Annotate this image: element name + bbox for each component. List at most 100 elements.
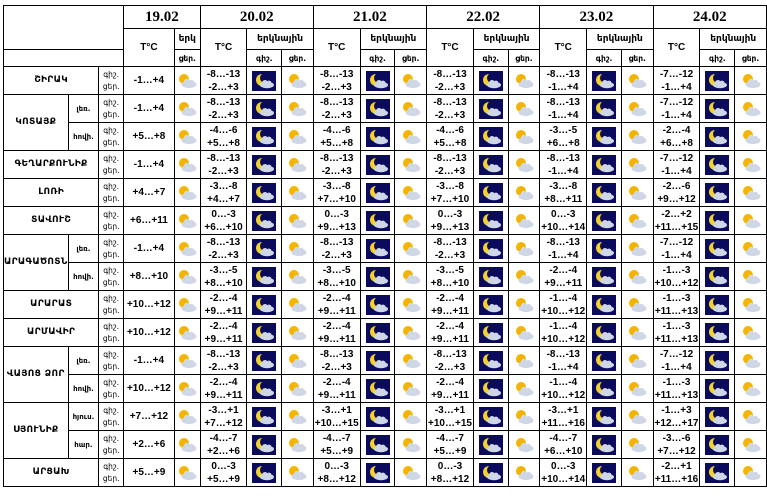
weather-night-cell: [586, 94, 622, 123]
tod-night: գիշ.: [103, 69, 120, 79]
sun-cloud-day-icon: [629, 129, 647, 144]
temp-range-cell: 0…-3 +5…+9: [199, 458, 248, 487]
date-header: 21.02: [312, 5, 428, 29]
temp-night: -8…-13: [206, 236, 241, 248]
temp-day: +12…+17: [654, 417, 699, 429]
temp-range-cell: -7…-12 -1…+4: [652, 234, 701, 263]
temp-range-cell: -3…-8 +7…+10: [312, 178, 361, 207]
temp-day: +9…+11: [204, 333, 243, 345]
moon-cloud-night-icon: [592, 434, 617, 455]
moon-cloud-night-icon: [705, 266, 730, 287]
temp-range-cell: -8…-13 -2…+3: [426, 66, 474, 95]
weather-night-cell: [699, 122, 736, 151]
temp-night: -3…-8: [549, 180, 578, 192]
temp-night: -3…-5: [436, 264, 464, 276]
moon-cloud-night-icon: [365, 126, 390, 147]
weather-day-cell: [620, 262, 654, 291]
sun-cloud-day-icon: [515, 185, 534, 200]
weather-night-cell: [586, 234, 622, 263]
tod-header: գիշ.: [246, 49, 283, 67]
temp-19: +5…+8: [123, 122, 175, 151]
weather-day-cell: [394, 402, 428, 431]
temp-range-cell: -4…-7 +6…+10: [539, 430, 588, 459]
table-row: ՍՅՈՒՆԻՔ հյուս. գիշ. ցեր. +7…+12 -3…+1 +7…+12 -3…: [3, 402, 767, 459]
sun-cloud-day-icon: [179, 269, 197, 284]
weather-night-cell: [246, 262, 283, 291]
tod-header: գիշ.: [359, 49, 396, 67]
temp-day: -2…+3: [208, 165, 239, 177]
temp-range-cell: -8…-13 -2…+3: [426, 94, 474, 123]
temp-day: +8…+12: [430, 473, 470, 485]
temp-range-cell: -1…-3 +11…+13: [652, 374, 701, 403]
temp-19: +7…+12: [123, 402, 175, 431]
sun-cloud-day-icon: [402, 101, 421, 116]
tod-cell: գիշ. ցեր.: [98, 94, 125, 123]
temp-night: -2…-4: [436, 320, 464, 332]
sun-cloud-day-icon: [515, 101, 534, 116]
temp-19: +10…+12: [123, 318, 175, 347]
sun-cloud-day-icon: [179, 381, 197, 396]
moon-cloud-night-icon: [592, 98, 617, 119]
moon-cloud-night-icon: [478, 98, 503, 119]
temp-night: -8…-13: [546, 348, 580, 360]
weather-day-cell: [394, 150, 428, 179]
moon-cloud-night-icon: [252, 462, 277, 483]
weather-night-cell: [699, 346, 736, 375]
temp-day: +6…+10: [204, 221, 243, 233]
temp-day: +2…+6: [207, 445, 240, 457]
temp-day: +8…+10: [204, 277, 243, 289]
sun-cloud-day-icon: [629, 157, 647, 172]
weather-night-cell: [246, 430, 283, 459]
temp-range-cell: -2…-4 +9…+11: [539, 262, 588, 291]
moon-cloud-night-icon: [365, 350, 390, 371]
temp-night: -7…-12: [659, 68, 694, 80]
sun-cloud-day-icon: [629, 325, 647, 340]
temp-night: -8…-13: [433, 236, 467, 248]
weather-day-cell: [173, 206, 201, 235]
moon-cloud-night-icon: [592, 238, 617, 259]
moon-cloud-night-icon: [592, 182, 617, 203]
temp-night: 0…-3: [551, 208, 576, 220]
tod-day: ցեր.: [102, 81, 120, 91]
weather-night-cell: [359, 290, 396, 319]
weather-night-cell: [586, 402, 622, 431]
temp-range-cell: -8…-13 -1…+4: [539, 150, 588, 179]
temp-night: -2…-4: [436, 292, 464, 304]
temp-day: +8…+10: [430, 277, 470, 289]
temp-night: -8…-13: [320, 152, 354, 164]
tod-day: ցեր.: [102, 165, 120, 175]
temp-range-cell: -2…-4 +9…+11: [426, 374, 474, 403]
temp-range-cell: -2…-6 +9…+12: [652, 178, 701, 207]
temp-night: -7…-12: [659, 96, 694, 108]
weather-day-cell: [281, 458, 314, 487]
weather-night-cell: [472, 318, 509, 347]
temp-range-cell: -8…-13 -2…+3: [426, 234, 474, 263]
sun-cloud-day-icon: [742, 409, 761, 424]
table-row: ԼՈՌԻ գիշ. ցեր. +4…+7 -3…-8 +4…+7 -3…-8 +7…+10 -3…: [2, 178, 767, 207]
temp-range-cell: -8…-13 -2…+3: [312, 150, 361, 179]
weather-day-cell: [620, 430, 654, 459]
weather-night-cell: [246, 458, 283, 487]
sun-cloud-day-icon: [515, 213, 534, 228]
moon-cloud-night-icon: [592, 70, 617, 91]
tod-cell: գիշ. ցեր.: [98, 66, 125, 95]
weather-day-cell: [734, 150, 767, 179]
table-row: հովի. գիշ. ցեր. +5…+8 -4…-6 +5…+8 -4…-6 +5…+8 -4…: [4, 122, 767, 151]
table-row: ԱՐՄԱՎԻՐ գիշ. ցեր. +10…+12 -2…-4 +9…+11 -2…-4 +9…: [2, 318, 767, 347]
temp-day: +9…+11: [431, 389, 469, 401]
sun-cloud-day-icon: [515, 241, 534, 256]
moon-cloud-night-icon: [365, 322, 390, 343]
sun-cloud-day-icon: [742, 437, 761, 452]
temp-night: -1…-3: [662, 292, 691, 304]
moon-cloud-night-icon: [705, 70, 730, 91]
weather-day-cell: [394, 290, 428, 319]
weather-day-cell: [507, 206, 541, 235]
moon-cloud-night-icon: [478, 70, 503, 91]
weather-night-cell: [359, 374, 396, 403]
temp-night: -8…-13: [206, 96, 241, 108]
weather-night-cell: [472, 346, 509, 375]
temp-day: +5…+9: [433, 445, 467, 457]
temp-range-cell: 0…-3 +10…+14: [539, 458, 588, 487]
tod-night: գիշ.: [103, 265, 120, 275]
temp-day: +9…+11: [317, 333, 356, 345]
